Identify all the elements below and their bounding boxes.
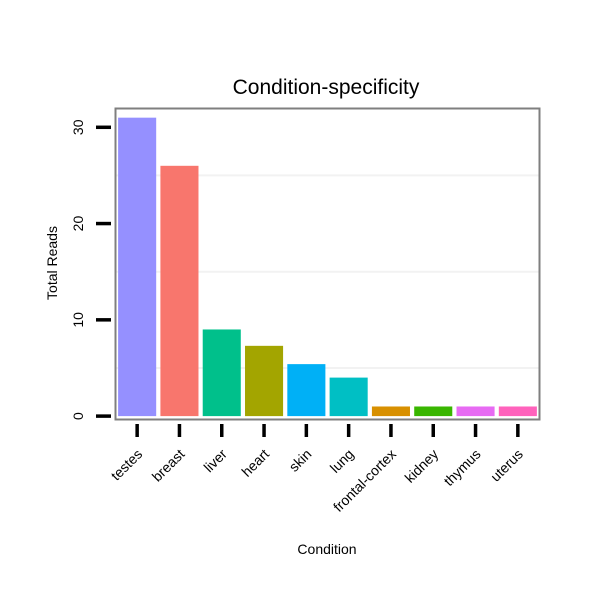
bar-kidney [414,406,453,417]
x-tick-label: heart [238,446,272,480]
x-tick-label: kidney [401,446,441,486]
x-tick-label: testes [108,446,146,484]
bar-lung [329,377,368,417]
bar-testes [118,117,157,417]
y-tick-label: 30 [70,119,86,135]
x-tick-label: liver [200,446,230,476]
bar-skin [287,364,326,417]
bar-liver [202,329,241,417]
chart-title: Condition-specificity [233,76,420,99]
y-tick-label: 0 [70,412,86,420]
x-tick-label: breast [149,446,188,485]
y-tick-label: 10 [70,312,86,328]
y-axis-label: Total Reads [44,226,60,300]
bars [118,117,537,417]
x-tick-label: uterus [487,446,526,485]
bar-frontal-cortex [371,406,410,417]
y-tick-label: 20 [70,216,86,232]
x-tick-label: lung [327,446,357,476]
x-axis: testes breast liver heart skin lungfrontal-co… [108,424,526,515]
x-tick-label: thymus [440,446,483,489]
bar-thymus [456,406,495,417]
y-axis: 0 10 20 30 [70,119,111,420]
bar-heart [245,345,284,417]
x-tick-label: skin [286,446,315,475]
x-axis-label: Condition [297,541,356,557]
bar-uterus [498,406,537,417]
bar-breast [160,165,199,417]
plot-panel-border [114,107,541,421]
